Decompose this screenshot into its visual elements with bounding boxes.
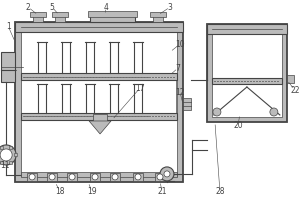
Text: 21: 21	[157, 187, 167, 196]
Bar	[27, 173, 37, 181]
Circle shape	[29, 174, 35, 180]
Bar	[55, 15, 65, 22]
Text: 12: 12	[175, 88, 185, 97]
Bar	[212, 29, 282, 117]
Text: 2: 2	[26, 3, 31, 12]
Text: 22: 22	[290, 86, 300, 95]
Bar	[15, 22, 183, 182]
Text: 10: 10	[175, 40, 185, 49]
Circle shape	[213, 108, 221, 116]
Circle shape	[157, 174, 163, 180]
Text: 1: 1	[6, 22, 10, 31]
Circle shape	[0, 149, 12, 161]
Bar	[0, 146, 3, 149]
Bar	[9, 146, 12, 149]
Bar	[207, 24, 287, 122]
Bar	[21, 172, 177, 177]
Text: 20: 20	[233, 121, 243, 130]
Text: 28: 28	[215, 187, 225, 196]
Circle shape	[270, 108, 278, 116]
Bar	[110, 173, 120, 181]
Text: 17: 17	[135, 84, 145, 93]
Bar	[67, 173, 77, 181]
Bar	[15, 22, 183, 32]
Bar	[90, 13, 135, 22]
Bar	[0, 161, 3, 164]
Bar	[9, 161, 12, 164]
Text: 5: 5	[50, 3, 55, 12]
Circle shape	[69, 174, 75, 180]
Circle shape	[164, 171, 170, 177]
Bar	[153, 15, 163, 22]
Bar	[212, 78, 282, 84]
Text: 18: 18	[55, 187, 65, 196]
Text: 7: 7	[176, 64, 180, 73]
Bar	[30, 12, 46, 17]
Text: 4: 4	[103, 3, 109, 12]
Circle shape	[0, 145, 16, 165]
Bar	[93, 114, 107, 121]
Bar	[33, 15, 43, 22]
Bar	[88, 11, 137, 17]
Bar	[47, 173, 57, 181]
Bar	[133, 173, 143, 181]
Bar	[1, 52, 15, 82]
Circle shape	[49, 174, 55, 180]
Bar	[21, 28, 177, 176]
Circle shape	[92, 174, 98, 180]
Bar	[14, 153, 16, 156]
Bar	[287, 75, 294, 83]
Text: 19: 19	[87, 187, 97, 196]
Bar	[183, 98, 191, 110]
Bar	[21, 73, 177, 80]
Circle shape	[160, 167, 174, 181]
Bar	[52, 12, 68, 17]
Text: 3: 3	[167, 3, 172, 12]
Bar	[207, 24, 287, 34]
Text: 11: 11	[0, 161, 10, 170]
Bar	[150, 12, 166, 17]
Circle shape	[135, 174, 141, 180]
Bar	[155, 173, 165, 181]
Circle shape	[112, 174, 118, 180]
Polygon shape	[89, 121, 111, 134]
Bar	[21, 113, 177, 120]
Bar	[90, 173, 100, 181]
